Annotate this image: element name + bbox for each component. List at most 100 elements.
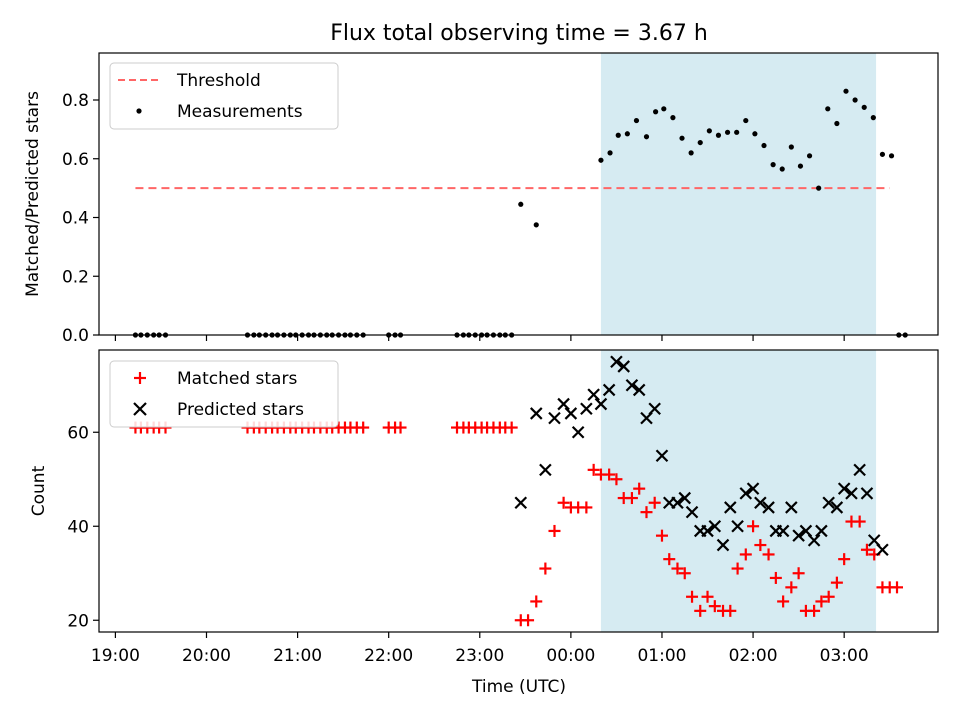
matched-star-point xyxy=(754,539,767,552)
matched-star-point xyxy=(860,543,873,556)
predicted-star-point xyxy=(716,538,730,552)
bottom-panel-marks xyxy=(129,355,904,627)
predicted-star-point xyxy=(617,360,630,373)
top-legend: Threshold Measurements xyxy=(109,62,339,130)
predicted-star-point xyxy=(671,496,684,510)
legend-threshold-label: Threshold xyxy=(176,71,261,91)
top-observing-window xyxy=(600,53,877,335)
predicted-star-point xyxy=(610,355,623,369)
measurement-point xyxy=(724,129,731,135)
bottom-xtick-label: 00:00 xyxy=(546,646,595,666)
measurement-point xyxy=(706,128,712,134)
predicted-star-point xyxy=(845,487,858,500)
measurement-point xyxy=(518,201,524,207)
x-axis-label: Time (UTC) xyxy=(471,677,566,697)
predicted-star-point xyxy=(853,463,866,477)
matched-star-point xyxy=(853,515,866,528)
predicted-star-point xyxy=(632,383,646,397)
top-y-axis-label: Matched/Predicted stars xyxy=(23,91,43,297)
predicted-star-point xyxy=(754,496,767,510)
predicted-star-point xyxy=(580,402,593,416)
legend-measurements-label: Measurements xyxy=(177,102,303,122)
bottom-axes-frame xyxy=(98,349,939,633)
matched-star-point xyxy=(739,548,752,561)
predicted-star-point xyxy=(602,383,616,397)
predicted-star-point xyxy=(678,491,692,505)
predicted-star-point xyxy=(837,482,851,495)
matched-star-point xyxy=(522,614,535,627)
matched-star-point xyxy=(655,529,668,542)
bottom-xtick-label: 23:00 xyxy=(455,646,504,666)
bottom-xtick-label: 03:00 xyxy=(820,646,869,666)
matched-star-point xyxy=(530,595,543,608)
matched-star-point xyxy=(394,421,407,434)
measurement-point xyxy=(861,104,867,110)
predicted-star-point xyxy=(564,407,578,420)
bottom-legend: Matched stars Predicted stars xyxy=(109,360,339,428)
matched-star-point xyxy=(357,421,370,434)
matched-star-point xyxy=(694,604,707,617)
bottom-ytick-label: 20 xyxy=(67,611,89,631)
matched-star-point xyxy=(580,501,593,514)
matched-star-point xyxy=(603,468,616,481)
predicted-star-point xyxy=(571,425,585,439)
measurement-point xyxy=(715,132,722,138)
measurement-point xyxy=(615,132,621,138)
bottom-y-ticks: 20 40 60 xyxy=(67,423,99,631)
matched-star-point xyxy=(731,562,744,575)
measurement-point xyxy=(643,134,650,140)
measurement-point xyxy=(825,106,831,112)
matched-star-point xyxy=(663,553,676,566)
bottom-xtick-label: 21:00 xyxy=(273,646,322,666)
matched-star-point xyxy=(815,595,828,608)
predicted-star-point xyxy=(776,524,790,538)
predicted-star-point xyxy=(557,397,570,411)
measurement-point xyxy=(834,120,840,127)
measurement-point xyxy=(843,88,849,94)
legend-predicted-swatch xyxy=(133,402,147,416)
predicted-star-point xyxy=(685,505,699,519)
matched-star-point xyxy=(539,562,552,575)
predicted-star-point xyxy=(539,463,552,477)
predicted-star-point xyxy=(548,411,561,425)
measurement-point xyxy=(624,131,630,137)
matched-star-point xyxy=(724,604,737,617)
top-panel: 0.00.20.40.60.8 Matched/Predicted stars … xyxy=(23,52,939,346)
measurement-point xyxy=(633,117,640,124)
matched-star-point xyxy=(777,595,790,608)
matched-star-point xyxy=(640,506,653,519)
measurement-point xyxy=(743,117,749,124)
matched-star-point xyxy=(625,492,638,505)
bottom-legend-box xyxy=(109,360,339,428)
predicted-star-point xyxy=(739,487,753,500)
predicted-star-point xyxy=(822,496,835,510)
matched-star-point xyxy=(808,604,821,617)
matched-star-point xyxy=(769,571,782,584)
top-ytick-label: 0.8 xyxy=(62,91,89,111)
matched-star-point xyxy=(785,581,798,594)
predicted-star-point xyxy=(529,407,543,420)
predicted-star-point xyxy=(785,501,798,514)
legend-matched-label: Matched stars xyxy=(177,369,297,389)
matched-star-point xyxy=(648,496,661,509)
predicted-star-point xyxy=(815,524,828,538)
measurement-point xyxy=(688,150,694,156)
top-ytick-label: 0.0 xyxy=(62,326,89,346)
predicted-star-point xyxy=(876,543,889,557)
bottom-xtick-label: 02:00 xyxy=(729,646,778,666)
bottom-ytick-label: 40 xyxy=(67,517,89,537)
predicted-star-point xyxy=(587,388,600,401)
bottom-xtick-label: 19:00 xyxy=(91,646,140,666)
legend-predicted-label: Predicted stars xyxy=(177,400,304,420)
predicted-star-point xyxy=(860,487,874,500)
matched-star-point xyxy=(838,553,851,566)
predicted-star-point xyxy=(648,402,661,416)
predicted-star-point xyxy=(762,501,775,514)
top-ytick-label: 0.4 xyxy=(62,209,89,229)
measurement-point xyxy=(888,153,895,159)
bottom-xtick-label: 22:00 xyxy=(364,646,413,666)
measurement-point xyxy=(697,139,703,146)
top-ytick-label: 0.2 xyxy=(62,267,89,287)
predicted-star-point xyxy=(514,496,528,510)
